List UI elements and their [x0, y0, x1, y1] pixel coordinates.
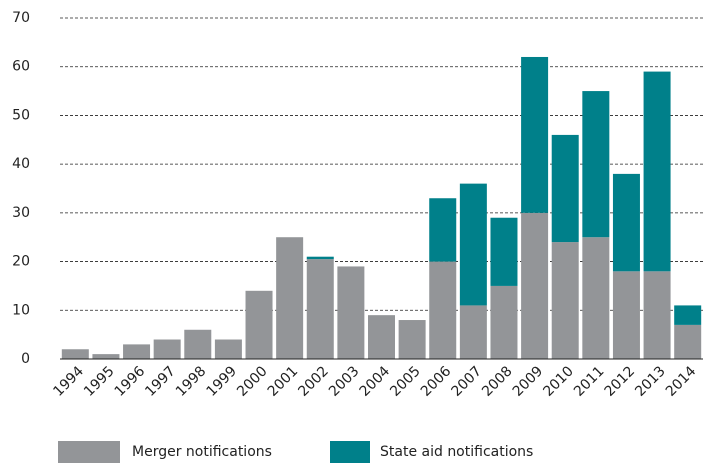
legend-swatch — [58, 441, 120, 463]
y-tick-label: 70 — [12, 10, 30, 26]
bar — [276, 237, 304, 359]
x-tick-label: 1998 — [173, 363, 210, 400]
bar — [521, 212, 549, 359]
y-tick-label: 30 — [12, 205, 30, 221]
x-tick-label: 1996 — [112, 363, 149, 400]
bar — [306, 259, 334, 359]
bar — [429, 198, 457, 262]
bar — [459, 183, 487, 306]
bar — [582, 237, 610, 359]
bar — [153, 339, 181, 359]
x-tick-label: 2011 — [571, 363, 608, 400]
bar — [214, 339, 242, 359]
bar — [521, 56, 549, 213]
x-tick-label: 2005 — [387, 363, 424, 400]
x-tick-label: 1999 — [204, 363, 241, 400]
bar — [184, 329, 212, 359]
x-tick-label: 2009 — [510, 363, 547, 400]
x-tick-label: 2010 — [540, 363, 577, 400]
bar — [643, 271, 671, 359]
x-tick-label: 2004 — [357, 363, 394, 400]
bar — [551, 134, 579, 243]
bar — [490, 285, 518, 359]
legend-swatch — [330, 441, 370, 463]
y-tick-label: 50 — [12, 107, 30, 123]
x-tick-label: 2001 — [265, 363, 302, 400]
y-tick-label: 20 — [12, 254, 30, 270]
legend-label: Merger notifications — [132, 444, 272, 460]
bar — [674, 324, 702, 359]
bar — [429, 261, 457, 359]
y-tick-label: 40 — [12, 156, 30, 172]
bar — [368, 315, 395, 359]
bar — [582, 91, 610, 238]
x-tick-label: 2008 — [479, 363, 516, 400]
bar — [61, 349, 89, 359]
bar — [490, 217, 518, 286]
x-tick-label: 1995 — [81, 363, 118, 400]
bar — [245, 290, 273, 359]
bar — [459, 305, 487, 359]
bar — [123, 344, 151, 359]
legend-label: State aid notifications — [380, 444, 533, 460]
x-tick-label: 2002 — [295, 363, 332, 400]
bar — [612, 173, 640, 272]
x-tick-label: 2003 — [326, 363, 363, 400]
bar — [306, 256, 334, 260]
y-tick-label: 10 — [12, 302, 30, 318]
x-tick-label: 2012 — [602, 363, 639, 400]
x-tick-label: 2007 — [448, 363, 485, 400]
x-tick-label: 1994 — [50, 363, 87, 400]
bar — [643, 71, 671, 272]
y-tick-label: 0 — [21, 351, 30, 367]
bar — [398, 320, 426, 359]
x-tick-label: 1997 — [142, 363, 179, 400]
x-tick-label: 2014 — [663, 363, 700, 400]
bar — [612, 271, 640, 359]
x-tick-label: 2006 — [418, 363, 455, 400]
x-tick-label: 2000 — [234, 363, 271, 400]
bar — [674, 305, 702, 325]
x-tick-label: 2013 — [632, 363, 669, 400]
bar — [551, 242, 579, 359]
y-tick-label: 60 — [12, 59, 30, 75]
bar — [92, 354, 120, 359]
bar — [337, 266, 365, 359]
